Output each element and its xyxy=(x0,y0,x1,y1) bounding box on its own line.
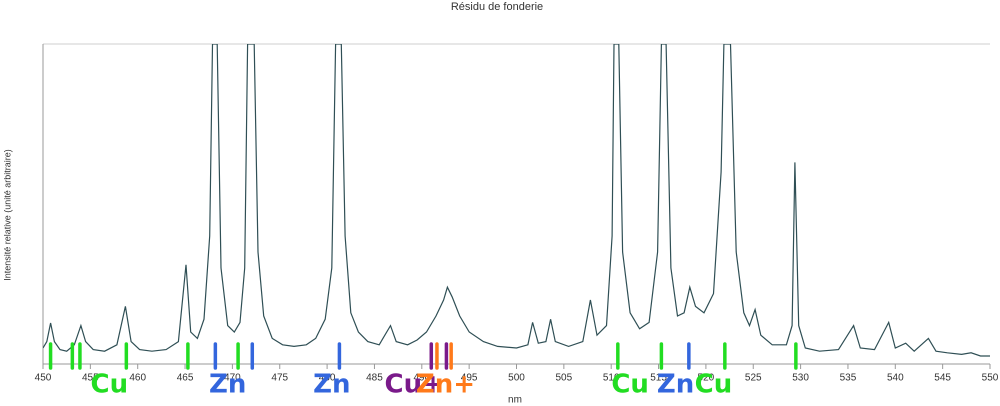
element-label: Cu xyxy=(695,370,733,400)
x-tick-label: 550 xyxy=(982,373,999,384)
element-label: Zn xyxy=(657,370,694,400)
element-label: Zn xyxy=(313,370,350,400)
x-tick-label: 525 xyxy=(745,373,762,384)
x-tick-label: 495 xyxy=(461,373,478,384)
x-tick-label: 540 xyxy=(887,373,904,384)
x-tick-label: 515 xyxy=(650,373,667,384)
x-tick-label: 470 xyxy=(224,373,241,384)
x-tick-label: 535 xyxy=(840,373,857,384)
x-axis-label: nm xyxy=(508,395,522,406)
plot-area xyxy=(43,44,990,357)
x-tick-label: 545 xyxy=(934,373,951,384)
element-label: Zn+ xyxy=(416,370,475,400)
spectrum-line xyxy=(43,44,990,357)
element-label: Cu xyxy=(90,370,128,400)
x-tick-label: 505 xyxy=(556,373,573,384)
x-tick-label: 485 xyxy=(366,373,383,384)
x-tick-label: 500 xyxy=(508,373,525,384)
element-label: Cu xyxy=(611,370,649,400)
x-tick-label: 490 xyxy=(413,373,430,384)
x-tick-label: 480 xyxy=(319,373,336,384)
element-label: Cu+ xyxy=(385,370,444,400)
chart-title: Résidu de fonderie xyxy=(451,1,543,13)
x-tick-label: 455 xyxy=(82,373,99,384)
x-tick-label: 520 xyxy=(698,373,715,384)
x-tick-label: 510 xyxy=(603,373,620,384)
x-tick-label: 450 xyxy=(35,373,52,384)
x-tick-label: 530 xyxy=(792,373,809,384)
element-label: Zn xyxy=(209,370,246,400)
x-tick-label: 460 xyxy=(129,373,146,384)
x-tick-label: 475 xyxy=(271,373,288,384)
x-tick-label: 465 xyxy=(177,373,194,384)
y-axis-label: Intensité relative (unité arbitraire) xyxy=(2,149,12,281)
